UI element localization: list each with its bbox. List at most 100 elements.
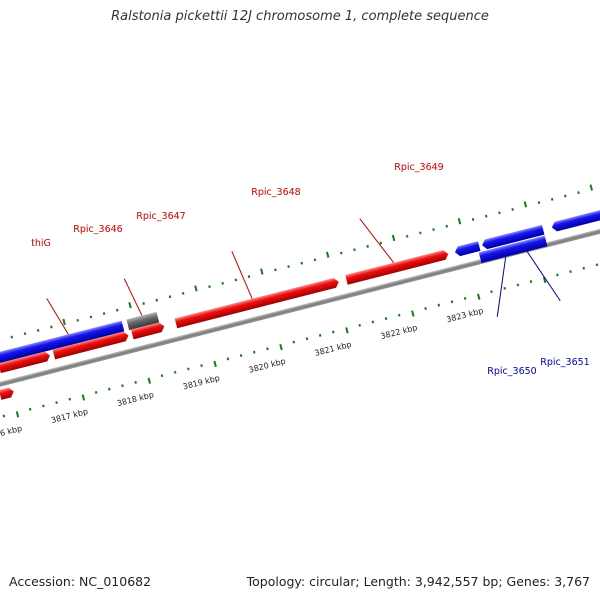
scale-tick: [397, 313, 401, 317]
scale-tick: [208, 285, 211, 289]
scale-tick: [457, 218, 462, 225]
scale-tick: [266, 347, 269, 351]
scale-tick: [411, 310, 415, 317]
scale-tick: [503, 286, 506, 290]
scale-tick: [391, 234, 396, 242]
gene-arrow-blue-small[interactable]: [454, 241, 481, 257]
scale-tick: [200, 364, 203, 368]
scale-tick: [287, 265, 290, 268]
scale-tick: [340, 251, 343, 255]
scale-tick: [42, 404, 45, 408]
scale-tick: [234, 278, 238, 282]
scale-tick: [305, 337, 309, 341]
gene-arrow-Rpic_3646-fwd[interactable]: [0, 351, 51, 374]
scale-tick: [213, 360, 217, 368]
gene-label-Rpic_3651[interactable]: Rpic_3651: [540, 357, 589, 368]
scale-tick: [498, 211, 501, 215]
scale-tick: [226, 357, 230, 361]
scale-tick: [424, 307, 427, 310]
accession-text: Accession: NC_010682: [9, 574, 152, 589]
gene-label-Rpic_3646[interactable]: Rpic_3646: [73, 224, 122, 235]
leader-Rpic_3647: [123, 278, 143, 316]
scale-tick: [247, 275, 251, 279]
scale-tick: [353, 248, 356, 252]
scale-tick: [550, 197, 554, 201]
scale-tick: [345, 327, 349, 334]
scale-tick: [2, 414, 6, 418]
gene-arrow-Rpic_3647[interactable]: [131, 321, 165, 340]
scale-tick: [274, 268, 277, 272]
scale-tick: [108, 387, 111, 391]
scale-tick: [155, 298, 159, 302]
scale-tick: [484, 214, 488, 218]
scale-tick: [10, 335, 14, 339]
scale-ticks-inner: [2, 263, 599, 418]
gene-arrow-Rpic_3649[interactable]: [345, 249, 449, 285]
gene-label-thiG[interactable]: thiG: [31, 238, 51, 249]
scale-tick: [432, 228, 435, 232]
scale-tick: [168, 295, 172, 299]
scale-tick: [173, 370, 177, 374]
scale-tick: [81, 394, 86, 401]
scale-label: 3817 kbp: [50, 407, 89, 425]
sequence-summary: Topology: circular; Length: 3,942,557 bp…: [246, 574, 590, 589]
scale-tick: [516, 283, 520, 287]
leader-Rpic_3650: [496, 256, 507, 317]
leader-Rpic_3651: [526, 251, 561, 302]
gene-arrow-Rpic_3647-other[interactable]: [126, 311, 160, 331]
scale-tick: [577, 191, 580, 195]
scale-label: 3820 kbp: [248, 357, 287, 375]
scale-tick: [477, 293, 481, 300]
scale-tick: [529, 280, 533, 284]
scale-tick: [564, 194, 567, 198]
scale-tick: [332, 330, 335, 334]
scale-tick: [366, 244, 369, 248]
gene-arrow-Rpic_3650[interactable]: [478, 235, 548, 264]
scale-label: 3818 kbp: [116, 390, 155, 408]
scale-label: 3823 kbp: [445, 306, 484, 324]
gene-label-Rpic_3648[interactable]: Rpic_3648: [251, 187, 300, 198]
scale-tick: [445, 224, 449, 228]
scale-tick: [221, 281, 224, 285]
gene-arrow-Rpic_3651[interactable]: [481, 224, 545, 250]
scale-tick: [239, 354, 243, 357]
scale-tick: [121, 384, 124, 388]
scale-tick: [142, 302, 145, 305]
scale-tick: [471, 218, 475, 221]
leader-Rpic_3646: [46, 298, 69, 335]
scale-tick: [523, 201, 528, 208]
gene-label-Rpic_3649[interactable]: Rpic_3649: [394, 162, 443, 173]
scale-tick: [55, 401, 58, 405]
gene-arrow-Rpic_3648[interactable]: [174, 277, 340, 329]
gene-arrow-red-left-edge-2[interactable]: [0, 387, 15, 400]
scale-tick: [128, 301, 132, 309]
leader-Rpic_3648: [231, 251, 253, 299]
map-title: Ralstonia pickettii 12J chromosome 1, co…: [111, 9, 489, 24]
scale-tick: [62, 318, 66, 326]
scale-tick: [569, 270, 572, 273]
scale-tick: [160, 374, 164, 378]
scale-tick: [490, 290, 493, 294]
scale-tick: [325, 251, 330, 258]
gene-label-Rpic_3650[interactable]: Rpic_3650: [487, 366, 536, 377]
scale-tick: [134, 380, 137, 384]
scale-tick: [542, 276, 547, 284]
gene-arrow-blue-right-edge[interactable]: [551, 208, 600, 232]
scale-tick: [252, 350, 256, 354]
scale-tick: [405, 234, 409, 238]
gene-arrow-Rpic_3646[interactable]: [0, 320, 125, 366]
gene-label-Rpic_3647[interactable]: Rpic_3647: [136, 211, 185, 222]
scale-tick: [313, 258, 317, 262]
scale-tick: [76, 318, 79, 322]
scale-tick: [450, 300, 454, 304]
scale-tick: [419, 231, 422, 235]
leader-Rpic_3649: [359, 218, 395, 264]
scale-ticks-outer: [10, 184, 593, 339]
scale-label: 3816 kbp: [0, 424, 23, 442]
gene-arrow-red-mid[interactable]: [52, 331, 130, 360]
scale-tick: [556, 273, 559, 277]
scale-tick: [115, 308, 119, 312]
scale-tick: [292, 340, 296, 344]
scale-tick: [595, 263, 599, 267]
